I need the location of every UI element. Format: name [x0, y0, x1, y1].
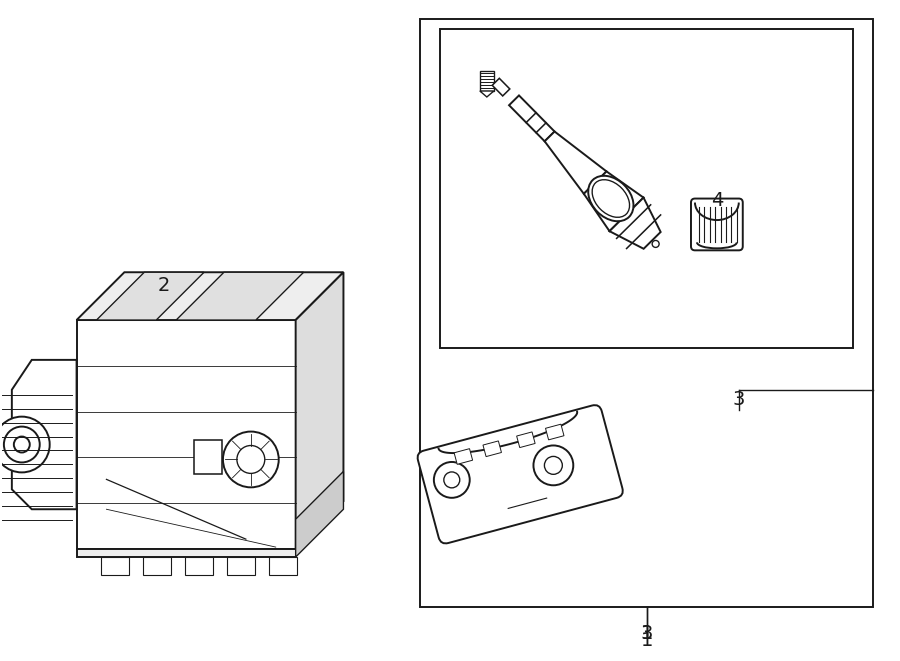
- Bar: [143, 557, 171, 575]
- Text: 1: 1: [641, 631, 653, 650]
- Polygon shape: [480, 91, 494, 97]
- Polygon shape: [483, 441, 501, 457]
- FancyBboxPatch shape: [418, 405, 623, 543]
- Polygon shape: [609, 198, 661, 249]
- Polygon shape: [584, 171, 644, 231]
- Polygon shape: [544, 132, 607, 194]
- Text: 3: 3: [641, 624, 653, 643]
- Text: 1: 1: [641, 624, 653, 643]
- Polygon shape: [545, 424, 564, 440]
- Circle shape: [534, 446, 573, 485]
- Polygon shape: [509, 95, 554, 141]
- Polygon shape: [76, 272, 344, 320]
- Polygon shape: [492, 78, 509, 96]
- Polygon shape: [76, 320, 296, 549]
- Bar: [480, 71, 494, 91]
- Bar: [420, 19, 873, 607]
- Bar: [227, 557, 255, 575]
- Circle shape: [4, 426, 40, 463]
- Circle shape: [237, 446, 265, 473]
- FancyBboxPatch shape: [691, 198, 742, 251]
- Polygon shape: [296, 272, 344, 549]
- Polygon shape: [454, 449, 472, 464]
- Circle shape: [652, 241, 659, 247]
- Circle shape: [0, 416, 50, 473]
- Bar: [269, 557, 297, 575]
- Bar: [76, 549, 296, 557]
- Polygon shape: [517, 432, 535, 447]
- Circle shape: [223, 432, 279, 487]
- Circle shape: [14, 436, 30, 453]
- Bar: [102, 557, 130, 575]
- Circle shape: [434, 462, 470, 498]
- Circle shape: [444, 472, 460, 488]
- Bar: [440, 29, 853, 348]
- Text: 3: 3: [733, 390, 745, 409]
- Bar: [185, 557, 213, 575]
- Polygon shape: [12, 360, 77, 509]
- Text: 4: 4: [711, 191, 723, 210]
- Polygon shape: [296, 471, 344, 557]
- Text: 2: 2: [158, 276, 170, 295]
- Circle shape: [544, 456, 562, 475]
- Ellipse shape: [589, 176, 634, 221]
- Bar: [194, 440, 222, 475]
- Polygon shape: [176, 272, 303, 320]
- Polygon shape: [96, 272, 204, 320]
